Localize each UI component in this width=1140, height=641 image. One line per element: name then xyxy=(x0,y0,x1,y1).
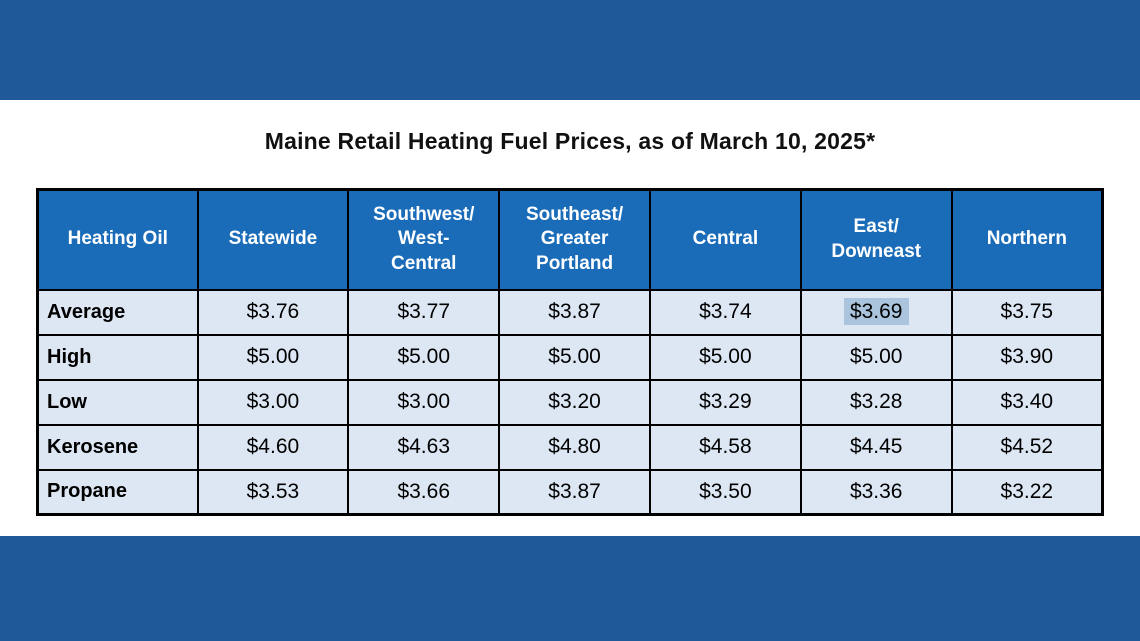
table-cell: $3.50 xyxy=(648,468,802,516)
table-cell: $3.40 xyxy=(950,378,1104,426)
table-cell: $3.75 xyxy=(950,288,1104,336)
table-cell: $3.87 xyxy=(498,288,651,336)
table-cell-highlighted: $3.69 xyxy=(799,288,953,336)
column-header-east-downeast: East/ Downeast xyxy=(799,188,953,291)
table-cell: $5.00 xyxy=(196,333,350,381)
table-cell: $3.77 xyxy=(347,288,501,336)
page-title: Maine Retail Heating Fuel Prices, as of … xyxy=(264,128,876,154)
table-cell: $3.76 xyxy=(196,288,350,336)
row-label-kerosene: Kerosene xyxy=(36,423,199,471)
table-cell: $4.45 xyxy=(799,423,953,471)
table-cell: $3.22 xyxy=(950,468,1104,516)
table-cell: $3.28 xyxy=(799,378,953,426)
row-label-propane: Propane xyxy=(36,468,199,516)
table-cell: $5.00 xyxy=(347,333,501,381)
table-cell: $3.74 xyxy=(648,288,802,336)
column-header-central: Central xyxy=(648,188,802,291)
table-cell: $5.00 xyxy=(648,333,802,381)
table-cell: $3.00 xyxy=(196,378,350,426)
table-cell: $3.66 xyxy=(347,468,501,516)
row-label-high: High xyxy=(36,333,199,381)
table-cell: $4.63 xyxy=(347,423,501,471)
column-header-southeast-greater-portland: Southeast/ Greater Portland xyxy=(498,188,651,291)
table-row-kerosene: Kerosene $4.60 $4.63 $4.80 $4.58 $4.45 $… xyxy=(36,423,1104,471)
table-cell: $4.58 xyxy=(648,423,802,471)
table-cell: $3.53 xyxy=(196,468,350,516)
column-header-southwest-west-central: Southwest/ West- Central xyxy=(347,188,501,291)
header-row: Heating Oil Statewide Southwest/ West- C… xyxy=(36,188,1104,291)
table-row-propane: Propane $3.53 $3.66 $3.87 $3.50 $3.36 $3… xyxy=(36,468,1104,516)
column-header-heating-oil: Heating Oil xyxy=(36,188,199,291)
row-label-average: Average xyxy=(36,288,199,336)
table-cell: $5.00 xyxy=(498,333,651,381)
table-cell: $4.52 xyxy=(950,423,1104,471)
table-cell: $3.36 xyxy=(799,468,953,516)
table-row-average: Average $3.76 $3.77 $3.87 $3.74 $3.69 $3… xyxy=(36,288,1104,336)
column-header-statewide: Statewide xyxy=(196,188,350,291)
row-label-low: Low xyxy=(36,378,199,426)
table-row-low: Low $3.00 $3.00 $3.20 $3.29 $3.28 $3.40 xyxy=(36,378,1104,426)
table-cell: $3.87 xyxy=(498,468,651,516)
table-row-high: High $5.00 $5.00 $5.00 $5.00 $5.00 $3.90 xyxy=(36,333,1104,381)
table-cell: $3.20 xyxy=(498,378,651,426)
column-header-northern: Northern xyxy=(950,188,1104,291)
table-cell: $3.90 xyxy=(950,333,1104,381)
top-banner xyxy=(0,0,1140,100)
table-cell: $3.29 xyxy=(648,378,802,426)
bottom-banner xyxy=(0,536,1140,641)
table-cell: $3.00 xyxy=(347,378,501,426)
table-cell: $4.60 xyxy=(196,423,350,471)
table-cell: $5.00 xyxy=(799,333,953,381)
table-cell: $4.80 xyxy=(498,423,651,471)
selected-value: $3.69 xyxy=(843,298,909,325)
fuel-prices-table: Heating Oil Statewide Southwest/ West- C… xyxy=(36,188,1104,516)
